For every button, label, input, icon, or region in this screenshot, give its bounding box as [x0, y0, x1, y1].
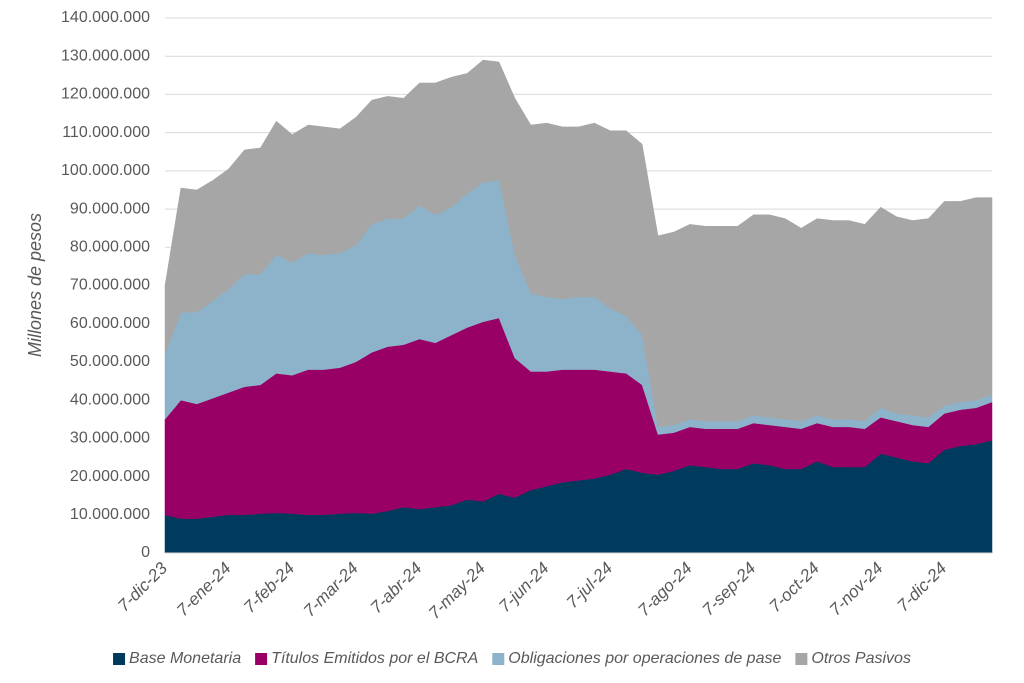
x-tick-label: 7-dic-23 [114, 558, 171, 615]
legend-swatch [113, 653, 126, 665]
x-tick-label: 7-ago-24 [634, 559, 696, 621]
legend-swatch [795, 653, 808, 665]
y-tick-label: 140.000.000 [61, 9, 150, 26]
y-tick-label: 90.000.000 [70, 200, 150, 217]
y-tick-label: 30.000.000 [70, 430, 150, 447]
y-tick-label: 110.000.000 [62, 124, 150, 141]
area [164, 59, 993, 428]
plot-area [164, 59, 993, 554]
legend-label: Títulos Emitidos por el BCRA [271, 650, 478, 667]
y-tick-label: 20.000.000 [70, 468, 150, 485]
y-tick-label: 60.000.000 [70, 315, 150, 332]
x-tick-label: 7-feb-24 [240, 559, 298, 617]
x-tick-label: 7-nov-24 [826, 559, 887, 620]
y-tick-label: 120.000.000 [61, 86, 150, 103]
y-tick-label: 100.000.000 [61, 162, 150, 179]
x-tick-label: 7-may-24 [425, 559, 489, 623]
legend-label: Otros Pasivos [811, 650, 911, 667]
x-tick-label: 7-mar-24 [300, 559, 362, 621]
x-tick-label: 7-oct-24 [766, 559, 824, 617]
x-tick-label: 7-dic-24 [893, 559, 950, 616]
y-tick-label: 130.000.000 [61, 47, 150, 64]
x-tick-label: 7-jul-24 [563, 559, 617, 613]
y-tick-label: 40.000.000 [70, 391, 150, 408]
legend-label: Obligaciones por operaciones de pase [508, 650, 781, 667]
x-tick-label: 7-abr-24 [367, 559, 426, 618]
y-tick-label: 0 [141, 544, 150, 561]
legend-swatch [492, 653, 505, 665]
legend: Base Monetaria Títulos Emitidos por el BC… [113, 650, 911, 667]
y-tick-label: 10.000.000 [70, 506, 150, 523]
x-tick-label: 7-sep-24 [699, 559, 760, 620]
y-tick-label: 50.000.000 [70, 353, 150, 370]
legend-label: Base Monetaria [129, 650, 241, 667]
y-axis-label: Millones de pesos [25, 213, 45, 357]
legend-swatch [255, 653, 268, 665]
x-tick-label: 7-ene-24 [173, 559, 235, 621]
y-tick-label: 80.000.000 [70, 239, 150, 256]
y-tick-label: 70.000.000 [70, 277, 150, 294]
x-tick-label: 7-jun-24 [495, 559, 553, 617]
